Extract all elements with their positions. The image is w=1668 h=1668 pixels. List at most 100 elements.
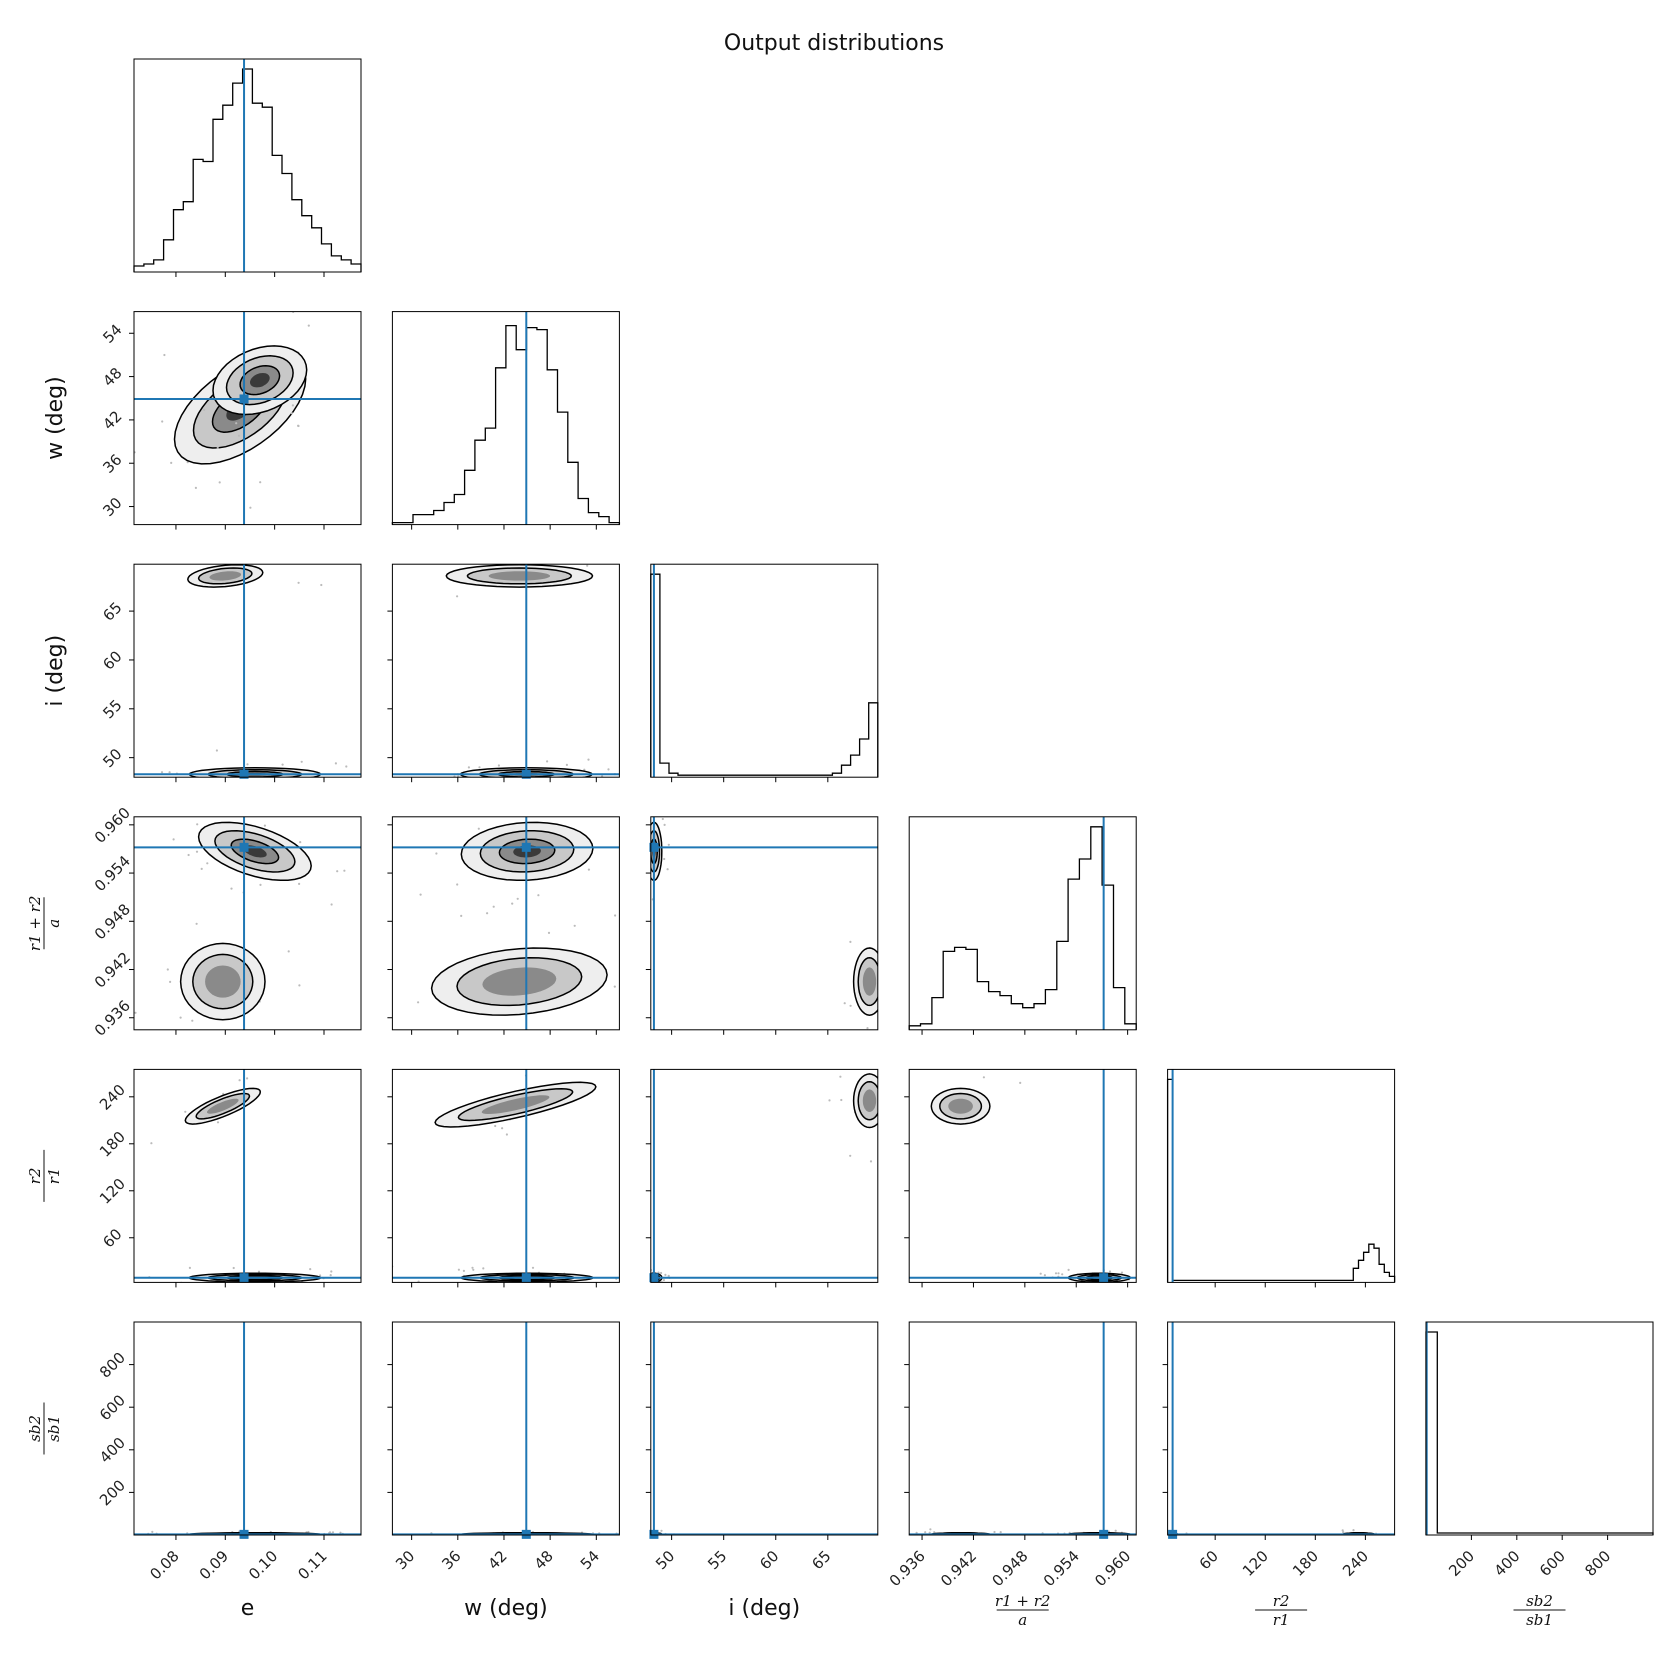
sample-point [849, 1004, 852, 1007]
x-tick-label-sb: 800 [1581, 1547, 1614, 1580]
x-axis-label-sb-denominator: sb1 [1526, 1611, 1553, 1629]
y-tick-label-r2r1: 180 [96, 1128, 129, 1161]
sample-point [117, 784, 119, 786]
sample-point [150, 1142, 153, 1145]
sample-point [237, 434, 241, 437]
sample-point [161, 420, 164, 423]
sample-point [320, 583, 323, 587]
sample-point [160, 771, 164, 774]
density-i-r1r2a [615, 812, 878, 1030]
y-tick-label-w: 36 [99, 451, 125, 477]
sample-point [666, 868, 669, 871]
sample-point [647, 1533, 649, 1535]
density-level [862, 967, 877, 996]
sample-point [206, 862, 209, 865]
sample-point [894, 1535, 896, 1537]
sample-point [531, 1266, 535, 1269]
sample-point [630, 1275, 632, 1277]
truth-marker [521, 842, 531, 852]
sample-point [634, 804, 636, 806]
contour-line [457, 1088, 574, 1122]
sample-point [645, 1532, 647, 1534]
panel-r1r2a-r1r2a [908, 816, 1137, 1035]
sample-point [300, 266, 302, 268]
y-tick-label-r1r2a: 0.960 [91, 804, 134, 847]
y-axis-label-i: i (deg) [43, 635, 68, 707]
sample-point [393, 1273, 395, 1275]
x-axis-label-r2r1-numerator: r2 [1273, 1592, 1290, 1610]
density-level [250, 373, 270, 388]
sample-point [419, 783, 421, 785]
x-tick-label-sb: 200 [1445, 1547, 1478, 1580]
sample-point [528, 779, 530, 781]
sample-point [647, 1279, 649, 1281]
sample-point [281, 763, 284, 766]
sample-point [464, 779, 466, 781]
sample-point [238, 1079, 241, 1082]
contour-line [857, 956, 878, 1007]
sample-point [1163, 1537, 1165, 1539]
sample-point [1111, 1537, 1113, 1539]
sample-point [669, 812, 671, 814]
sample-point [271, 805, 273, 807]
y-tick-label-w: 54 [99, 321, 125, 347]
sample-point [218, 481, 221, 484]
contour-line [650, 821, 663, 882]
y-axis-label-r1r2a-numerator: r1 + r2 [26, 896, 44, 952]
density-level [482, 967, 557, 996]
sample-point [1043, 1274, 1046, 1277]
sample-point [869, 1160, 873, 1163]
contour-line [857, 1080, 878, 1121]
sample-point [243, 550, 245, 552]
sample-point [662, 1279, 666, 1282]
sample-point [1065, 1287, 1067, 1289]
sample-point [435, 852, 438, 855]
histogram-r2r1 [1166, 1078, 1396, 1283]
sample-point [615, 928, 617, 930]
sample-point [216, 446, 219, 450]
sample-point [565, 763, 569, 767]
y-axis-label-r2r1-numerator: r2 [26, 1168, 44, 1185]
density-level [205, 965, 241, 998]
sample-point [928, 1531, 931, 1534]
panel-sb-sb: 200 400 600 800 [1425, 1321, 1654, 1580]
figure-title: Output distributions [724, 31, 944, 56]
sample-point [583, 768, 586, 771]
truth-marker [239, 394, 249, 404]
panel-e-sb: 0.08 0.09 0.10 0.11 200 400 600 800 [96, 1321, 362, 1583]
histogram-i [650, 573, 879, 778]
sample-point [641, 872, 643, 874]
sample-point [467, 766, 470, 769]
sample-point [1163, 1530, 1165, 1532]
sample-point [646, 1278, 648, 1280]
x-tick-label-r2r1: 240 [1339, 1547, 1372, 1580]
panel-w-r1r2a [387, 804, 636, 1035]
x-tick-label-w: 54 [577, 1547, 603, 1573]
histogram-r1r2a [908, 826, 1137, 1030]
sample-point [640, 1533, 642, 1535]
sample-point [1142, 1534, 1144, 1536]
sample-point [537, 894, 540, 897]
sample-point [433, 764, 435, 766]
contour-line [214, 830, 296, 873]
sample-point [114, 804, 116, 806]
sample-point [243, 807, 245, 809]
contour-line [430, 947, 608, 1016]
contour-line [192, 953, 254, 1010]
sample-point [129, 786, 131, 788]
sample-point [644, 837, 646, 839]
sample-point [866, 1027, 869, 1030]
sample-point [467, 781, 469, 783]
panel-e-w: 30 36 42 48 54 [99, 266, 362, 530]
x-tick-label-e: 0.09 [196, 1547, 232, 1583]
y-axis-label-r2r1-denominator: r1 [45, 1168, 63, 1185]
sample-point [598, 556, 600, 558]
sample-point [667, 843, 670, 846]
density-i-r2r1 [637, 1073, 878, 1283]
sample-point [637, 1274, 639, 1276]
x-tick-label-i: 50 [652, 1547, 678, 1573]
sample-point [639, 1534, 641, 1536]
sample-point [300, 760, 303, 763]
